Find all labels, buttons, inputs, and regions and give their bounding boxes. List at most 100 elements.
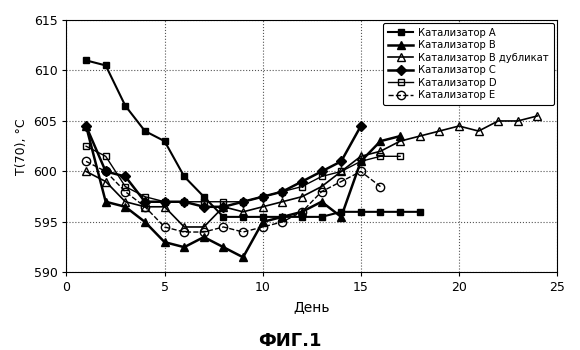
Катализатор A [377, 210, 384, 214]
Катализатор B дубликат [416, 134, 423, 138]
Катализатор B [318, 199, 325, 204]
Катализатор D [240, 199, 246, 204]
Катализатор B дубликат [181, 225, 188, 229]
Катализатор B дубликат [122, 199, 129, 204]
Катализатор E [82, 159, 89, 163]
Катализатор D [181, 199, 188, 204]
Катализатор B [299, 210, 306, 214]
Катализатор B [122, 205, 129, 209]
Катализатор A [181, 174, 188, 179]
Катализатор A [161, 139, 168, 143]
Катализатор B [377, 139, 384, 143]
Line: Катализатор B: Катализатор B [82, 122, 404, 261]
Катализатор E [142, 205, 148, 209]
Катализатор E [220, 225, 227, 229]
Катализатор A [397, 210, 404, 214]
Катализатор C [142, 199, 148, 204]
Катализатор B [259, 220, 266, 224]
Катализатор C [318, 169, 325, 174]
Катализатор B [279, 215, 286, 219]
X-axis label: День: День [293, 300, 330, 314]
Катализатор B дубликат [142, 205, 148, 209]
Line: Катализатор C: Катализатор C [82, 122, 364, 210]
Катализатор A [259, 215, 266, 219]
Катализатор E [161, 225, 168, 229]
Катализатор C [240, 199, 246, 204]
Катализатор B дубликат [200, 225, 207, 229]
Катализатор B дубликат [357, 154, 364, 159]
Катализатор B дубликат [534, 114, 541, 118]
Катализатор D [318, 174, 325, 179]
Legend: Катализатор A, Катализатор B, Катализатор B дубликат, Катализатор C, Катализатор: Катализатор A, Катализатор B, Катализато… [383, 23, 554, 105]
Катализатор A [299, 215, 306, 219]
Катализатор C [279, 190, 286, 194]
Катализатор A [142, 129, 148, 133]
Катализатор C [338, 159, 345, 163]
Катализатор C [200, 205, 207, 209]
Катализатор B [220, 245, 227, 249]
Катализатор D [142, 195, 148, 199]
Катализатор B дубликат [338, 169, 345, 174]
Катализатор B дубликат [220, 205, 227, 209]
Катализатор A [102, 63, 109, 68]
Катализатор E [122, 190, 129, 194]
Line: Катализатор A: Катализатор A [82, 57, 423, 220]
Катализатор B дубликат [495, 119, 502, 123]
Катализатор A [357, 210, 364, 214]
Катализатор B дубликат [259, 205, 266, 209]
Катализатор E [181, 230, 188, 234]
Line: Катализатор D: Катализатор D [82, 143, 404, 205]
Катализатор A [318, 215, 325, 219]
Катализатор B [82, 124, 89, 128]
Катализатор E [338, 180, 345, 184]
Катализатор A [122, 104, 129, 108]
Line: Катализатор B дубликат: Катализатор B дубликат [82, 112, 542, 231]
Катализатор C [161, 199, 168, 204]
Катализатор A [338, 210, 345, 214]
Катализатор E [318, 190, 325, 194]
Катализатор E [102, 169, 109, 174]
Катализатор B дубликат [82, 169, 89, 174]
Катализатор B дубликат [475, 129, 482, 133]
Катализатор B [357, 159, 364, 163]
Катализатор D [259, 195, 266, 199]
Катализатор D [82, 144, 89, 148]
Катализатор A [82, 58, 89, 63]
Катализатор D [377, 154, 384, 159]
Катализатор B дубликат [514, 119, 521, 123]
Катализатор D [397, 154, 404, 159]
Катализатор B дубликат [279, 199, 286, 204]
Катализатор E [259, 225, 266, 229]
Катализатор B дубликат [240, 210, 246, 214]
Катализатор E [299, 210, 306, 214]
Катализатор E [357, 169, 364, 174]
Катализатор C [220, 205, 227, 209]
Катализатор B дубликат [436, 129, 443, 133]
Катализатор C [122, 174, 129, 179]
Катализатор A [200, 195, 207, 199]
Катализатор B дубликат [161, 205, 168, 209]
Катализатор C [102, 169, 109, 174]
Y-axis label: T(70), °C: T(70), °C [15, 118, 28, 175]
Катализатор E [200, 230, 207, 234]
Катализатор D [299, 184, 306, 189]
Катализатор D [161, 199, 168, 204]
Катализатор B дубликат [102, 180, 109, 184]
Катализатор E [240, 230, 246, 234]
Катализатор C [181, 199, 188, 204]
Катализатор B дубликат [455, 124, 462, 128]
Катализатор D [102, 154, 109, 159]
Катализатор B [142, 220, 148, 224]
Катализатор D [357, 159, 364, 163]
Катализатор D [122, 184, 129, 189]
Катализатор B дубликат [397, 139, 404, 143]
Катализатор D [220, 199, 227, 204]
Катализатор D [279, 190, 286, 194]
Катализатор A [240, 215, 246, 219]
Катализатор D [338, 169, 345, 174]
Text: ФИГ.1: ФИГ.1 [258, 332, 322, 350]
Катализатор B [200, 235, 207, 239]
Катализатор D [200, 199, 207, 204]
Катализатор B [338, 215, 345, 219]
Катализатор B [240, 255, 246, 259]
